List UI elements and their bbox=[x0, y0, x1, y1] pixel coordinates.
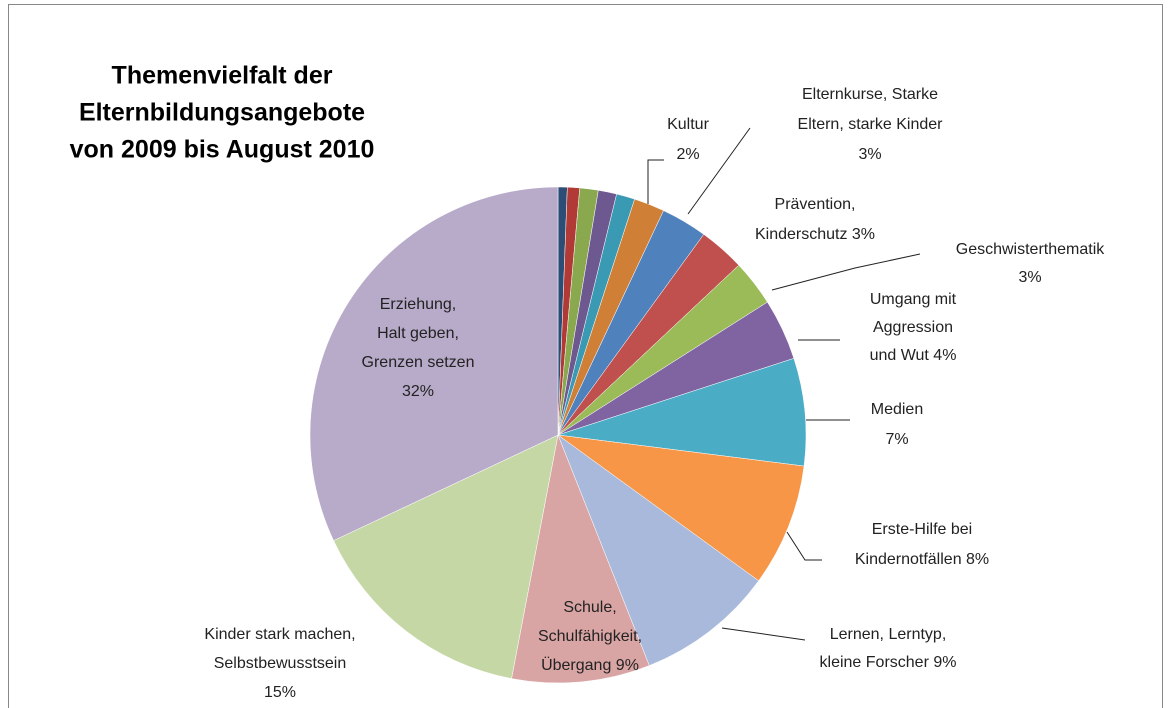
slice-label: kleine Forscher 9% bbox=[820, 654, 957, 671]
slice-label: Kinderschutz 3% bbox=[755, 226, 875, 243]
slice-label: Schule, bbox=[563, 599, 616, 616]
pie-slice bbox=[511, 434, 650, 684]
pie-slice bbox=[309, 186, 559, 541]
pie-slice bbox=[557, 434, 759, 666]
slice-label: 15% bbox=[264, 684, 296, 701]
chart-title: von 2009 bis August 2010 bbox=[70, 136, 375, 164]
pie-slice bbox=[557, 434, 805, 582]
leader-line bbox=[786, 531, 822, 561]
chart-title: Elternbildungsangebote bbox=[79, 99, 365, 127]
slice-label: Kultur bbox=[667, 116, 709, 133]
leader-line bbox=[687, 127, 751, 215]
slice-label: und Wut 4% bbox=[870, 347, 957, 364]
slice-label: Kindernotfällen 8% bbox=[855, 551, 989, 568]
slice-label: Geschwisterthematik bbox=[956, 241, 1105, 258]
slice-label: Übergang 9% bbox=[541, 656, 639, 674]
slice-label: Halt geben, bbox=[377, 325, 459, 342]
slice-label: Grenzen setzen bbox=[362, 354, 475, 371]
slice-label: 3% bbox=[1018, 269, 1041, 286]
chart-title: Themenvielfalt der bbox=[112, 62, 333, 90]
slice-label: Lernen, Lerntyp, bbox=[830, 626, 947, 643]
slice-label: Elternkurse, Starke bbox=[802, 86, 938, 103]
slice-label: Medien bbox=[871, 401, 923, 418]
leader-line bbox=[721, 627, 806, 641]
slice-label: Schulfähigkeit, bbox=[538, 628, 642, 645]
slice-label: Selbstbewusstsein bbox=[214, 655, 347, 672]
slice-label: Erziehung, bbox=[380, 296, 457, 313]
leader-line bbox=[771, 253, 921, 291]
pie-slice bbox=[557, 358, 807, 467]
slice-label: Eltern, starke Kinder bbox=[798, 116, 944, 133]
slice-label: 2% bbox=[676, 146, 699, 163]
slice-label: Kinder stark machen, bbox=[204, 626, 355, 643]
slice-label: Prävention, bbox=[775, 196, 856, 213]
slice-label: 32% bbox=[402, 383, 434, 400]
slice-label: 7% bbox=[885, 431, 908, 448]
leader-line bbox=[647, 159, 664, 204]
slice-label: Aggression bbox=[873, 319, 953, 336]
pie-slice bbox=[333, 434, 559, 679]
slice-label: 3% bbox=[858, 146, 881, 163]
slice-label: Erste-Hilfe bei bbox=[872, 521, 972, 538]
slice-label: Umgang mit bbox=[870, 291, 957, 308]
